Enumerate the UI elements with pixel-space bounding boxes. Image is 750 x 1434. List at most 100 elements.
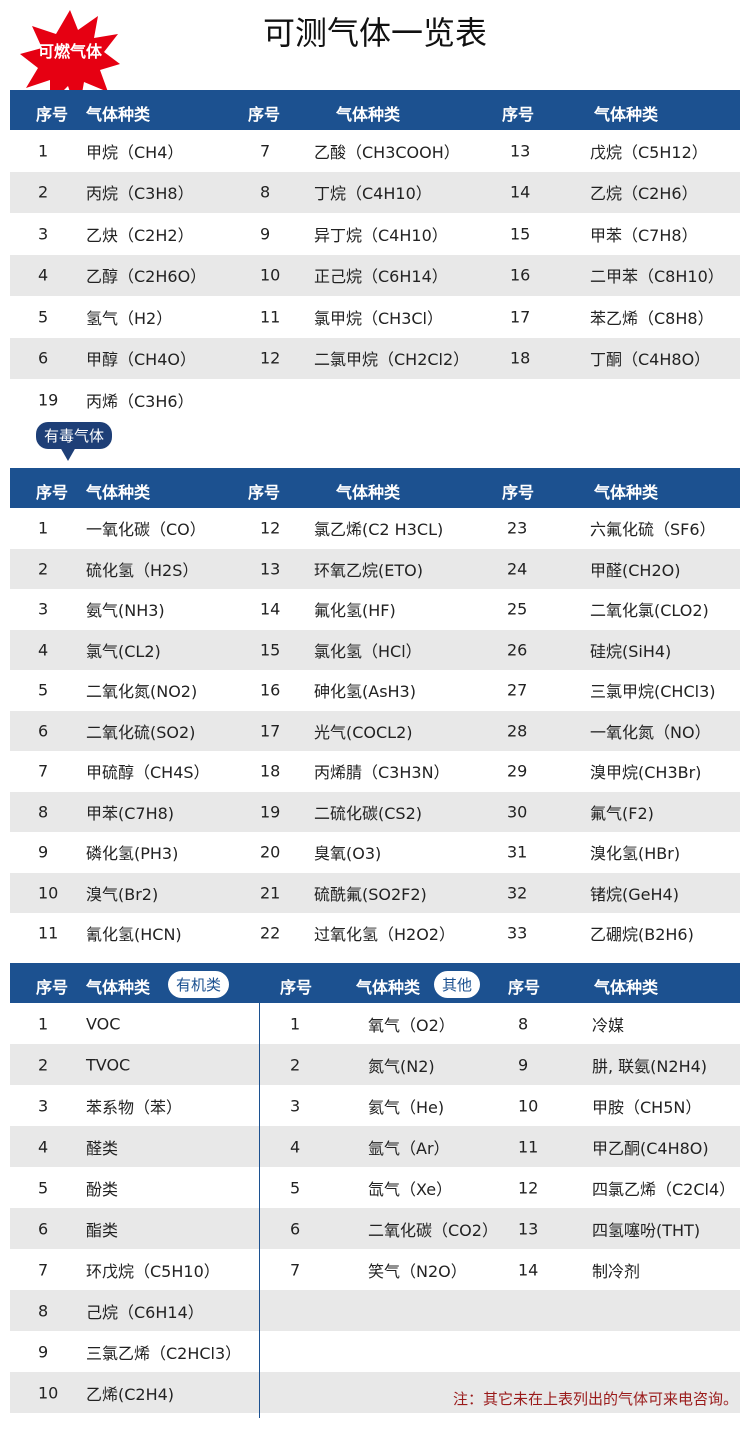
table-cell: 肼, 联氨(N2H4) (592, 1056, 708, 1076)
table-cell: 氯乙烯(C2 H3CL) (314, 520, 444, 540)
header-cell: 气体种类 (594, 978, 659, 997)
table-cell: 乙炔（C2H2） (86, 225, 194, 245)
table-row: 3 苯系物（苯） 3 氦气（He) 10 甲胺（CH5N） (10, 1085, 740, 1126)
table-cell: 6 (38, 721, 49, 741)
table-cell: 二氧化氮(NO2) (86, 682, 198, 702)
header-cell: 序号 (36, 105, 69, 124)
table-cell: 磷化氢(PH3) (86, 844, 179, 864)
table-cell: 3 (38, 1096, 49, 1115)
table-row: 10 乙烯(C2H4) (10, 1372, 740, 1413)
table-cell: 苯系物（苯） (86, 1097, 183, 1117)
table-cell: 硫化氢（H2S） (86, 560, 199, 580)
table-cell: 30 (507, 802, 528, 822)
table-cell: 氧气（O2） (368, 1015, 455, 1035)
table-row: 1 VOC 1 氧气（O2） 8 冷媒 (10, 1003, 740, 1044)
table-cell: TVOC (86, 1055, 131, 1074)
table-cell: 18 (510, 348, 531, 368)
table-cell: 16 (260, 680, 281, 700)
table-row: 4 醛类 4 氩气（Ar） 11 甲乙酮(C4H8O) (10, 1126, 740, 1167)
table-cell: 甲烷（CH4） (86, 142, 184, 162)
table-cell: 冷媒 (592, 1015, 625, 1035)
header-cell: 气体种类 (336, 483, 401, 502)
table-row: 2 TVOC 2 氮气(N2) 9 肼, 联氨(N2H4) (10, 1044, 740, 1085)
table-cell: 6 (290, 1219, 301, 1238)
table-cell: 过氧化氢（H2O2） (314, 925, 455, 945)
header-cell: 气体种类 (356, 978, 421, 997)
table-cell: 酯类 (86, 1220, 119, 1240)
header-cell: 序号 (36, 483, 69, 502)
table-cell: 一氧化氮（NO） (590, 722, 711, 742)
table-cell: 9 (518, 1055, 529, 1074)
table-cell: 21 (260, 883, 281, 903)
table-cell: 23 (507, 518, 528, 538)
table-cell: 12 (260, 518, 281, 538)
header-cell: 序号 (36, 978, 69, 997)
table-cell: 环戊烷（C5H10） (86, 1261, 220, 1281)
table-row: 19 丙烯（C3H6） (10, 379, 740, 421)
organic-other-table: 序号 气体种类 序号 气体种类 序号 气体种类 有机类 其他 1 VOC 1 氧气（O2） 8 冷媒 2 TV… (10, 963, 740, 1413)
table-cell: 己烷（C6H14） (86, 1302, 204, 1322)
table-cell: 12 (260, 348, 281, 368)
table-cell: 四氢噻吩(THT) (592, 1220, 701, 1240)
table-row: 6 甲醇（CH4O） 12 二氯甲烷（CH2Cl2） 18 丁酮（C4H8O） (10, 337, 740, 379)
table-cell: 10 (38, 883, 59, 903)
table-cell: 氦气（He) (368, 1097, 445, 1117)
table-cell: 4 (38, 1137, 49, 1156)
table-row: 9 三氯乙烯（C2HCl3） (10, 1331, 740, 1372)
table-cell: 1 (290, 1014, 301, 1033)
table-cell: 12 (518, 1178, 539, 1197)
table-cell: 4 (38, 265, 49, 285)
table-row: 8 己烷（C6H14） (10, 1290, 740, 1331)
table-cell: 2 (38, 1055, 49, 1074)
table-cell: 14 (518, 1260, 539, 1279)
table-cell: 33 (507, 923, 528, 943)
table-cell: 32 (507, 883, 528, 903)
table-cell: 19 (260, 802, 281, 822)
table-cell: 氮气(N2) (368, 1056, 435, 1076)
table-cell: 氢气（H2） (86, 308, 173, 328)
header-cell: 气体种类 (86, 105, 151, 124)
other-badge: 其他 (434, 971, 481, 998)
table-cell: 1 (38, 141, 49, 161)
table-cell: 三氯乙烯（C2HCl3） (86, 1343, 242, 1363)
table-cell: 丙烯腈（C3H3N） (314, 763, 450, 783)
table-cell: 二氯甲烷（CH2Cl2） (314, 350, 470, 370)
table-row: 4 乙醇（C2H6O） 10 正己烷（C6H14） 16 二甲苯（C8H10） (10, 254, 740, 296)
table-cell: 甲硫醇（CH4S） (86, 763, 210, 783)
table-cell: 丙烷（C3H8） (86, 184, 194, 204)
table-cell: 六氟化硫（SF6） (590, 520, 716, 540)
table-cell: 9 (260, 224, 271, 244)
header-cell: 序号 (280, 978, 313, 997)
table-cell: 苯乙烯（C8H8） (590, 308, 714, 328)
table-row: 3 乙炔（C2H2） 9 异丁烷（C4H10） 15 甲苯（C7H8） (10, 213, 740, 255)
table-cell: 15 (510, 224, 531, 244)
table-row: 1 一氧化碳（CO） 12 氯乙烯(C2 H3CL) 23 六氟化硫（SF6） (10, 508, 740, 549)
table-cell: 锗烷(GeH4) (590, 884, 679, 904)
header-cell: 序号 (248, 105, 281, 124)
table-row: 2 丙烷（C3H8） 8 丁烷（C4H10） 14 乙烷（C2H6） (10, 171, 740, 213)
table-cell: 3 (290, 1096, 301, 1115)
table-cell: 7 (38, 1260, 49, 1279)
table-cell: 22 (260, 923, 281, 943)
table-cell: 28 (507, 721, 528, 741)
table-cell: 8 (518, 1014, 529, 1033)
table-cell: 10 (38, 1383, 59, 1402)
table-cell: 溴化氢(HBr) (590, 844, 681, 864)
table-cell: 13 (260, 559, 281, 579)
table-cell: 7 (260, 141, 271, 161)
table-cell: 氩气（Ar） (368, 1138, 450, 1158)
table-cell: 17 (510, 307, 531, 327)
organic-badge: 有机类 (168, 971, 230, 998)
header-cell: 气体种类 (86, 978, 151, 997)
table-row: 5 二氧化氮(NO2) 16 砷化氢(AsH3) 27 三氯甲烷(CHCl3) (10, 670, 740, 711)
table-cell: 24 (507, 559, 528, 579)
table-cell: 氟化氢(HF) (314, 601, 396, 621)
table-row: 1 甲烷（CH4） 7 乙酸（CH3COOH） 13 戊烷（C5H12） (10, 130, 740, 172)
table-cell: 7 (290, 1260, 301, 1279)
table-cell: 酚类 (86, 1179, 119, 1199)
table-cell: 5 (38, 307, 49, 327)
table-header: 序号 气体种类 序号 气体种类 序号 气体种类 (10, 468, 740, 508)
table-cell: 甲醛(CH2O) (590, 560, 681, 580)
table-cell: 19 (38, 390, 59, 410)
table-cell: 一氧化碳（CO） (86, 520, 206, 540)
